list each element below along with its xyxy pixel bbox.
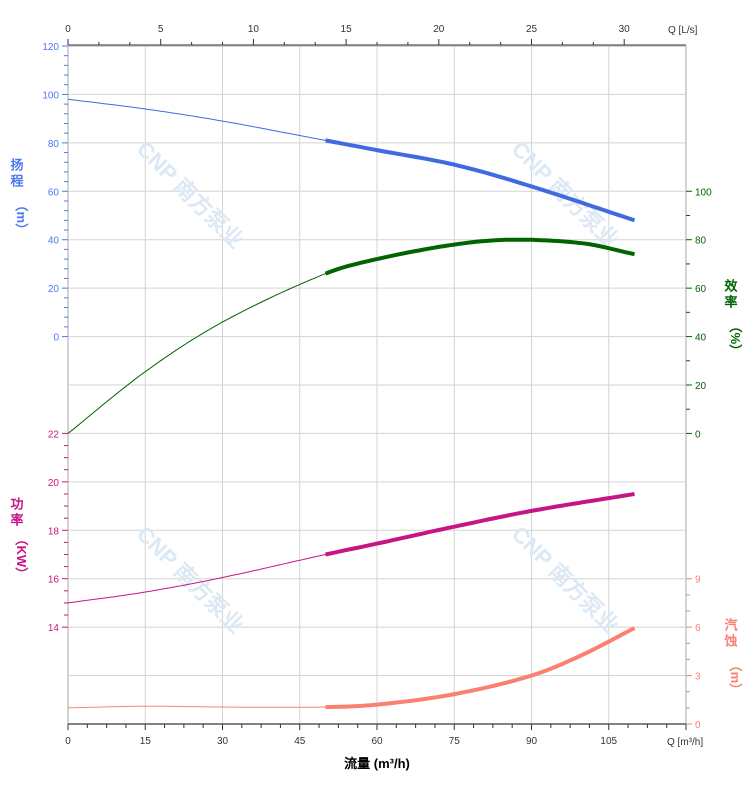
head-axis-title-char: 程 [10,173,23,188]
power-tick-label: 14 [48,623,60,634]
watermark-logo: CNP 南方泵业 CNP 南方泵业 CNP 南方泵业 CNP 南方泵业 [132,136,624,638]
npsh-curve-operating [325,626,636,709]
npsh-tick-label: 3 [695,672,701,683]
x-tick-label: 30 [217,736,229,747]
efficiency-tick-label: 40 [695,333,707,344]
x-tick-label: 15 [140,736,152,747]
npsh-axis-title: 汽蚀 （m） [723,617,743,696]
npsh-axis-title-unit: （m） [728,659,743,697]
x2-tick-label: 15 [341,24,353,35]
power-axis-title-char: 率 [10,512,23,527]
x-axis-unit: Q [m³/h] [667,737,703,748]
x-tick-label: 75 [449,736,461,747]
efficiency-tick-label: 0 [695,429,701,440]
npsh-tick-label: 9 [695,575,701,586]
head-tick-label: 80 [48,139,60,150]
power-axis-title-char: 功 [10,496,23,511]
x2-tick-label: 5 [158,24,164,35]
npsh-tick-label: 0 [695,720,701,731]
watermark-text: CNP 南方泵业 [507,521,624,638]
head-tick-label: 60 [48,187,60,198]
efficiency-tick-label: 60 [695,284,707,295]
npsh-tick-label: 6 [695,623,701,634]
head-axis-title-unit: （m） [14,199,29,237]
efficiency-curve-operating [324,237,635,276]
x-tick-label: 105 [600,736,617,747]
npsh-curve-thin [67,705,326,709]
power-axis-title-unit: （KW） [14,532,29,580]
x2-axis-unit: Q [L/s] [668,25,698,36]
efficiency-axis-title-char: 率 [724,294,737,309]
head-tick-label: 20 [48,284,60,295]
head-tick-label: 40 [48,236,60,247]
x-axis-title: 流量 (m³/h) [344,756,410,771]
head-axis-title-char: 扬 [10,157,23,172]
x2-tick-label: 10 [248,24,260,35]
grid [67,45,687,725]
x2-tick-label: 20 [433,24,445,35]
head-axis-title: 扬程 （m） [10,157,29,236]
watermark-text: CNP 南方泵业 [132,136,249,253]
x-tick-label: 0 [65,736,71,747]
x2-tick-label: 0 [65,24,71,35]
npsh-axis-title-char: 汽 [724,617,737,632]
power-axis-title: 功率 （KW） [10,496,29,580]
efficiency-tick-label: 20 [695,381,707,392]
efficiency-tick-label: 100 [695,187,712,198]
efficiency-tick-label: 80 [695,236,707,247]
x2-tick-label: 30 [619,24,631,35]
power-tick-label: 20 [48,478,60,489]
x-tick-label: 90 [526,736,538,747]
curves [67,98,636,709]
head-tick-label: 0 [53,333,59,344]
head-tick-label: 100 [42,90,59,101]
efficiency-axis-title-char: 效 [724,278,738,293]
power-curve-operating [325,492,635,557]
power-tick-label: 18 [48,526,60,537]
x2-tick-label: 25 [526,24,538,35]
npsh-axis-title-char: 蚀 [723,633,737,648]
watermark-text: CNP 南方泵业 [507,136,624,253]
head-tick-label: 120 [42,42,59,53]
head-curve-operating [325,138,636,223]
x-tick-label: 60 [371,736,383,747]
watermark-text: CNP 南方泵业 [132,521,249,638]
power-tick-label: 22 [48,429,60,440]
efficiency-axis-title: 效率 （%） [724,278,743,357]
power-tick-label: 16 [48,575,60,586]
efficiency-axis-title-unit: （%） [728,320,743,358]
x-tick-label: 45 [294,736,306,747]
head-curve-thin [67,98,326,141]
power-curve-thin [67,554,326,604]
efficiency-curve-thin [67,273,326,434]
